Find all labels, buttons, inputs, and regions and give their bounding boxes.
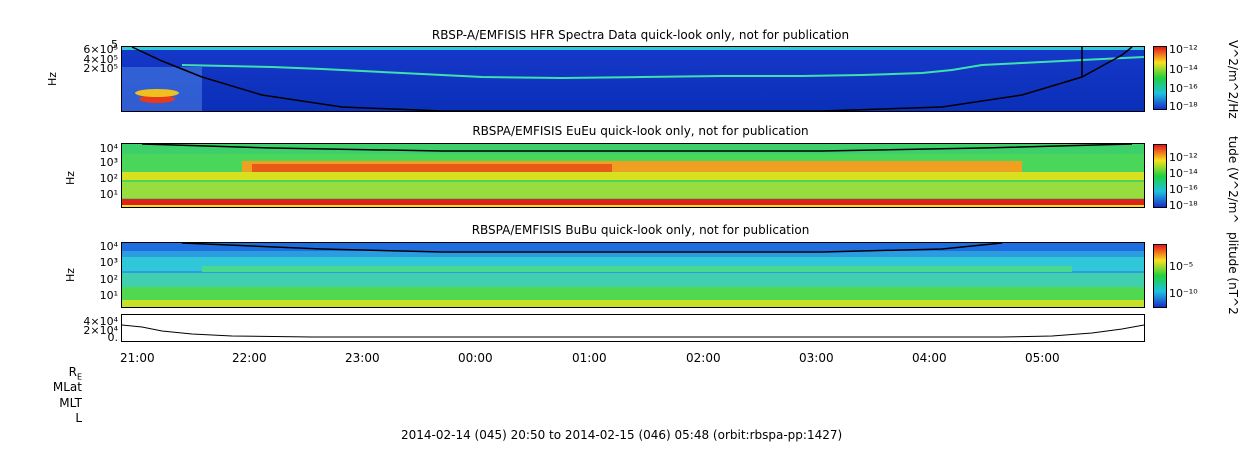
panel4-ytick-1: 4×10⁴ [83, 315, 118, 328]
panel2-red-core [252, 164, 612, 172]
panel1-ytick-2: 4×10⁵ [83, 53, 118, 66]
panel1-cbtick-1: 10⁻¹² [1169, 43, 1198, 56]
panel2-bottom-edge [122, 205, 1144, 207]
time-range-footer: 2014-02-14 (045) 20:50 to 2014-02-15 (04… [401, 428, 843, 442]
panel1-hot-spot [139, 95, 175, 103]
panel2-orbit-curve [141, 144, 1133, 152]
panel3-ytick-1: 10⁴ [99, 240, 118, 253]
panel1-colorbar-label: V^2/m^2/Hz [1226, 40, 1240, 119]
xtick-8: 04:00 [912, 351, 947, 365]
xtick-9: 05:00 [1025, 351, 1060, 365]
panel3-ytick-2: 10³ [99, 256, 118, 269]
panel2-spectrogram [121, 143, 1145, 208]
panel2-svg [122, 144, 1144, 207]
panel2-cbtick-4: 10⁻¹⁸ [1169, 199, 1198, 212]
panel1-low-activity [122, 67, 202, 111]
ephemeris-re-subscript: E [76, 372, 82, 382]
panel3-cbtick-2: 10⁻¹⁰ [1169, 287, 1198, 300]
panel1-orbit-curve [131, 47, 1133, 111]
panel2-cbtick-1: 10⁻¹² [1169, 151, 1198, 164]
panel1-ytick-4: 5 [111, 38, 118, 51]
ephemeris-re: RE [22, 365, 82, 381]
panel1-plasma-line [181, 56, 1144, 80]
ephemeris-mlt: MLT [59, 396, 82, 410]
panel1-background [122, 47, 1144, 111]
panel1-cbtick-3: 10⁻¹⁶ [1169, 82, 1198, 95]
panel3-yellow-band [122, 300, 1144, 307]
panel4-ytick-2: 2×10⁴ [83, 324, 118, 337]
panel3-colorbar-label: plitude (nT^2 [1226, 232, 1240, 315]
panel3-lower-cyan [122, 273, 1144, 287]
xtick-3: 23:00 [345, 351, 380, 365]
panel2-ytick-2: 10³ [99, 156, 118, 169]
panel3-ytick-4: 10¹ [99, 289, 118, 302]
panel2-ytick-4: 10¹ [99, 188, 118, 201]
panel1-ylabel: Hz [46, 71, 59, 86]
panel4-svg [122, 315, 1144, 341]
panel3-spectrogram [121, 242, 1145, 308]
panel2-upper-band [122, 144, 1144, 154]
xtick-2: 22:00 [232, 351, 267, 365]
panel4-ytick-3: 0. [107, 331, 119, 344]
ephemeris-l: L [75, 411, 82, 425]
panel2-colorbar [1153, 144, 1167, 208]
ephemeris-re-label: R [68, 365, 77, 379]
xtick-7: 03:00 [799, 351, 834, 365]
panel2-yellow-band [122, 172, 1144, 180]
panel4-line [122, 324, 1144, 338]
panel3-cbtick-1: 10⁻⁵ [1169, 260, 1194, 273]
panel3-green-band [122, 287, 1144, 301]
panel4-line-plot [121, 314, 1145, 342]
panel2-colorbar-label: tude (V^2/m^ [1226, 136, 1240, 224]
panel2-title: RBSPA/EMFISIS EuEu quick-look only, not … [472, 124, 809, 138]
panel1-ytick-3: 2×10⁵ [83, 62, 118, 75]
panel2-lower-yellow [122, 182, 1144, 198]
panel1-colorbar [1153, 46, 1167, 110]
xtick-4: 00:00 [458, 351, 493, 365]
xtick-5: 01:00 [572, 351, 607, 365]
panel1-spectrogram [121, 46, 1145, 112]
panel3-upper-band [122, 243, 1144, 251]
panel3-colorbar [1153, 244, 1167, 308]
panel1-cbtick-2: 10⁻¹⁴ [1169, 63, 1198, 76]
panel1-ytick-1: 6×10⁵ [83, 43, 118, 56]
panel1-title: RBSP-A/EMFISIS HFR Spectra Data quick-lo… [431, 28, 850, 42]
panel2-cbtick-2: 10⁻¹⁴ [1169, 167, 1198, 180]
panel1-svg [122, 47, 1144, 111]
panel2-ytick-1: 10⁴ [99, 142, 118, 155]
panel2-bottom-red [122, 199, 1144, 205]
panel1-noise-band [122, 47, 1144, 50]
panel2-ytick-3: 10² [99, 172, 118, 185]
panel3-orbit-curve [181, 243, 1003, 253]
panel1-cbtick-4: 10⁻¹⁸ [1169, 100, 1198, 113]
panel3-ytick-3: 10² [99, 273, 118, 286]
panel3-title: RBSPA/EMFISIS BuBu quick-look only, not … [471, 223, 810, 237]
xtick-6: 02:00 [686, 351, 721, 365]
panel3-green-line [202, 266, 1072, 272]
ephemeris-mlat: MLat [52, 380, 82, 394]
xtick-1: 21:00 [120, 351, 155, 365]
panel2-cbtick-3: 10⁻¹⁶ [1169, 183, 1198, 196]
panel1-warm-spot [135, 89, 179, 97]
panel3-svg [122, 243, 1144, 307]
